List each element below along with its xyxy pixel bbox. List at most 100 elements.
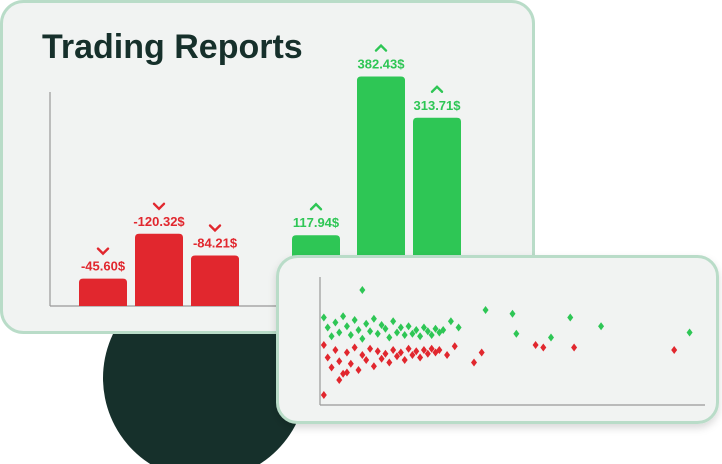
point [363, 319, 370, 328]
point [444, 351, 451, 359]
point [471, 358, 477, 367]
scatter-card [276, 255, 719, 424]
point [671, 346, 678, 354]
point [320, 391, 327, 399]
point [359, 351, 366, 359]
point [405, 344, 412, 353]
point [386, 358, 393, 367]
bar [357, 76, 405, 307]
point [598, 322, 605, 331]
point [424, 349, 431, 358]
down-chevron [152, 202, 166, 211]
point [328, 363, 335, 372]
point [447, 317, 454, 326]
value-label: 382.43$ [358, 57, 406, 72]
point [378, 321, 385, 329]
value-label: 313.71$ [414, 98, 462, 113]
point [336, 376, 343, 384]
point [370, 362, 377, 371]
point [332, 318, 339, 327]
point [351, 343, 358, 352]
point [347, 331, 354, 339]
point [397, 323, 404, 332]
down-chevron [96, 247, 110, 256]
point [336, 328, 343, 337]
point [540, 343, 547, 352]
point [351, 316, 358, 324]
up-chevron [309, 202, 323, 211]
point [374, 329, 381, 338]
point [394, 328, 400, 337]
point [378, 354, 385, 363]
point [436, 346, 443, 354]
point [571, 343, 578, 352]
point [482, 306, 489, 314]
point [440, 326, 447, 334]
point [548, 333, 554, 342]
point [417, 332, 424, 341]
point [340, 312, 347, 321]
point [343, 348, 350, 357]
point [363, 356, 370, 364]
point [320, 341, 327, 349]
point [420, 323, 427, 332]
point [367, 344, 374, 353]
point [336, 357, 343, 366]
point [478, 348, 485, 357]
up-chevron [430, 85, 444, 93]
chart-title: Trading Reports [42, 28, 303, 66]
point [424, 327, 431, 336]
point [686, 328, 693, 337]
point [401, 356, 408, 364]
point [355, 366, 362, 374]
point [451, 342, 458, 351]
point [405, 322, 412, 331]
point [401, 331, 408, 339]
bar [79, 278, 127, 306]
point [359, 286, 366, 294]
point [343, 368, 350, 377]
value-label: -84.21$ [193, 235, 238, 250]
point [324, 353, 331, 362]
point [397, 348, 404, 357]
point [324, 323, 331, 332]
point [409, 351, 416, 359]
value-label: 117.94$ [293, 215, 340, 230]
point [394, 352, 400, 361]
point [513, 329, 520, 338]
point [390, 346, 397, 354]
point [413, 347, 420, 356]
point [320, 313, 327, 322]
value-label: -45.60$ [81, 259, 126, 274]
point [332, 346, 339, 354]
bar [191, 255, 239, 306]
point [409, 329, 416, 338]
point [567, 313, 574, 322]
point [455, 323, 462, 332]
up-chevron [374, 43, 388, 52]
point [382, 324, 389, 333]
point [390, 317, 397, 326]
point [355, 326, 362, 334]
point-group [320, 286, 693, 399]
point [382, 349, 389, 358]
point [428, 344, 435, 353]
point [386, 333, 393, 342]
point [374, 347, 381, 356]
point [347, 359, 354, 368]
point [532, 341, 539, 349]
point [359, 334, 366, 343]
point [328, 332, 335, 341]
down-chevron [208, 224, 222, 233]
bar [135, 233, 183, 306]
point [417, 353, 424, 362]
point [428, 331, 435, 339]
point [420, 346, 427, 354]
point [432, 324, 439, 333]
value-label: -120.32$ [133, 214, 185, 229]
point [370, 314, 377, 323]
point [413, 326, 420, 334]
point [509, 309, 516, 318]
